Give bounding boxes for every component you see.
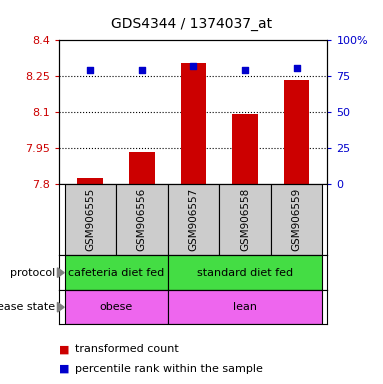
Bar	[168, 255, 322, 290]
Bar	[64, 290, 168, 324]
Point	[87, 67, 93, 73]
Text: ■: ■	[59, 364, 70, 374]
Point	[242, 67, 248, 73]
Text: protocol: protocol	[10, 268, 56, 278]
Bar	[116, 184, 168, 255]
Point	[139, 66, 145, 73]
Text: standard diet fed: standard diet fed	[197, 268, 293, 278]
Text: GSM906555: GSM906555	[85, 188, 95, 252]
Text: obese: obese	[100, 302, 133, 312]
Text: GSM906558: GSM906558	[240, 188, 250, 252]
Text: percentile rank within the sample: percentile rank within the sample	[75, 364, 263, 374]
Point	[293, 65, 300, 71]
Point	[190, 63, 196, 69]
Text: cafeteria diet fed: cafeteria diet fed	[68, 268, 164, 278]
Bar	[77, 178, 103, 184]
Bar	[168, 290, 322, 324]
Bar	[284, 80, 309, 184]
Bar	[219, 184, 271, 255]
Bar	[64, 255, 168, 290]
Text: GDS4344 / 1374037_at: GDS4344 / 1374037_at	[111, 17, 272, 31]
Text: GSM906557: GSM906557	[188, 188, 198, 252]
Text: transformed count: transformed count	[75, 344, 178, 354]
Bar	[64, 184, 116, 255]
Text: GSM906559: GSM906559	[291, 188, 301, 252]
Bar	[129, 152, 155, 184]
Text: GSM906556: GSM906556	[137, 188, 147, 252]
Bar	[271, 184, 322, 255]
Bar	[168, 184, 219, 255]
Text: ■: ■	[59, 344, 70, 354]
Bar	[180, 63, 206, 184]
Bar	[232, 114, 258, 184]
Text: lean: lean	[233, 302, 257, 312]
Text: disease state: disease state	[0, 302, 56, 312]
